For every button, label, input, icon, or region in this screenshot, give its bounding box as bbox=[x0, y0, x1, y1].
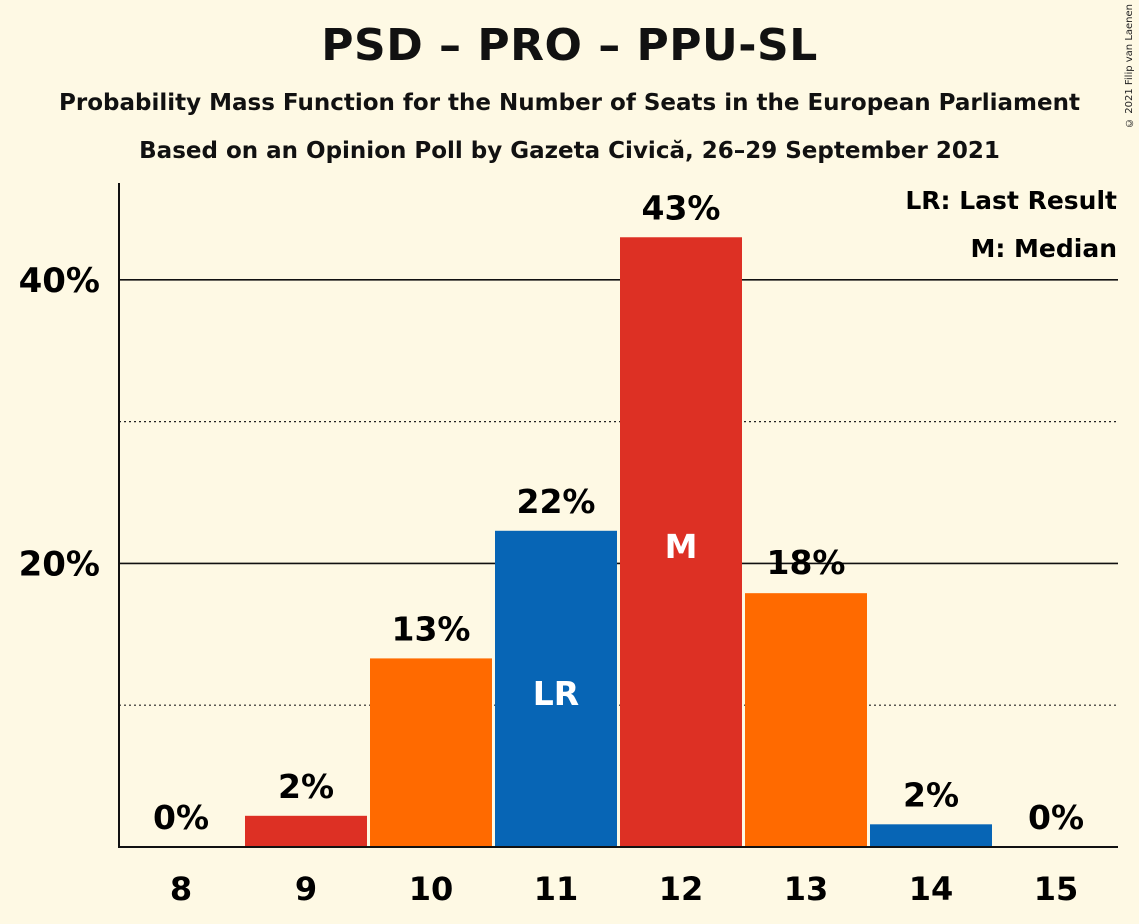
x-tick-label: 11 bbox=[534, 870, 579, 908]
bar bbox=[370, 658, 492, 847]
last-result-marker: LR bbox=[533, 674, 579, 713]
x-tick-label: 12 bbox=[659, 870, 704, 908]
bar-value-label: 18% bbox=[767, 543, 846, 582]
y-tick-label: 40% bbox=[19, 261, 100, 301]
bar bbox=[620, 237, 742, 847]
bar bbox=[745, 593, 867, 847]
legend-median: M: Median bbox=[970, 234, 1117, 263]
median-marker: M bbox=[665, 527, 698, 566]
chart-subtitle-2: Based on an Opinion Poll by Gazeta Civic… bbox=[139, 138, 1000, 164]
y-tick-label: 20% bbox=[19, 544, 100, 584]
bar-value-label: 2% bbox=[278, 767, 334, 806]
labels: 20% 40% 0% 8 2% 9 13% 10 22% 11 LR 43% 12 M 18% 13 2% 14 0… bbox=[19, 188, 1084, 908]
x-tick-label: 13 bbox=[784, 870, 829, 908]
x-tick-label: 15 bbox=[1034, 870, 1079, 908]
axes bbox=[118, 183, 1118, 848]
x-tick-label: 8 bbox=[170, 870, 192, 908]
legend-last-result: LR: Last Result bbox=[905, 186, 1117, 215]
bar bbox=[495, 530, 617, 847]
bar-value-label: 0% bbox=[1028, 798, 1084, 837]
bar-value-label: 13% bbox=[392, 609, 471, 648]
chart-subtitle-1: Probability Mass Function for the Number… bbox=[59, 90, 1080, 116]
bar-value-label: 43% bbox=[642, 188, 721, 227]
bar-value-label: 22% bbox=[517, 482, 596, 521]
x-tick-label: 9 bbox=[295, 870, 317, 908]
x-tick-label: 10 bbox=[409, 870, 454, 908]
bar bbox=[870, 824, 992, 847]
chart-title: PSD – PRO – PPU-SL bbox=[321, 20, 818, 71]
grid-lines bbox=[119, 278, 1118, 706]
bar bbox=[245, 815, 367, 847]
bar-value-label: 2% bbox=[903, 775, 959, 814]
bars bbox=[245, 237, 992, 847]
x-tick-label: 14 bbox=[909, 870, 954, 908]
bar-value-label: 0% bbox=[153, 798, 209, 837]
